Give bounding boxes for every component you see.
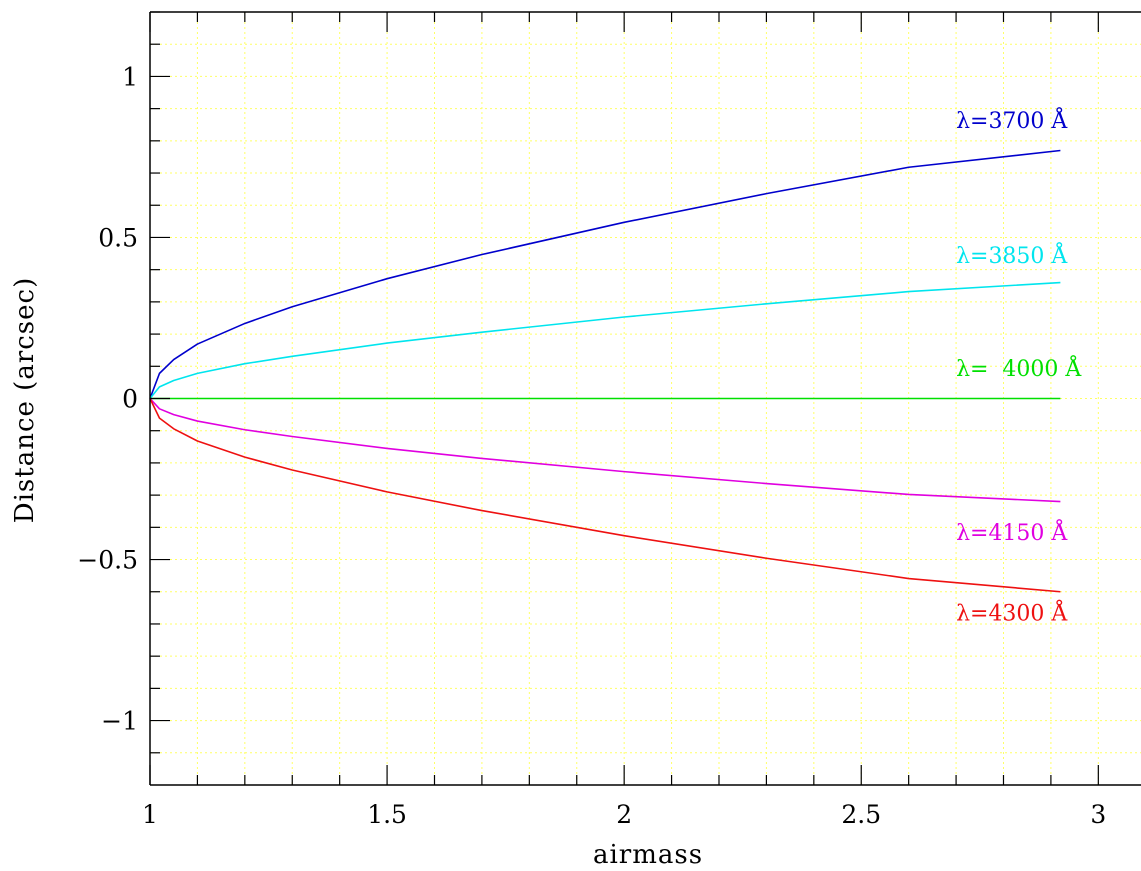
series-label-2: λ=3850 Å [956,241,1068,269]
series-line-2 [149,281,1061,400]
x-tick-label: 2 [616,800,632,829]
x-tick-label: 1.5 [367,800,407,829]
axis-ticks [149,11,1099,785]
y-tick-label: 1 [122,62,138,91]
y-tick-label: −1 [101,707,138,736]
series-label-1: λ=3700 Å [956,106,1068,134]
x-tick-label: 3 [1090,800,1106,829]
series-label-5: λ=4300 Å [956,599,1068,627]
x-tick-label: 1 [142,800,158,829]
tick-labels: 1 1.5 2 2.5 3 −1 −0.5 0 0.5 1 [77,62,1106,829]
y-tick-label: 0 [122,385,138,414]
series-label-4: λ=4150 Å [956,518,1068,546]
y-axis-title: Distance (arcsec) [10,277,40,523]
y-tick-label: −0.5 [77,546,138,575]
x-axis-title: airmass [593,840,703,870]
series-line-5 [149,398,1061,593]
y-tick-label: 0.5 [98,223,138,252]
series-labels: λ=3700 Å λ=3850 Å λ= 4000 Å λ=4150 Å λ=4300 … [956,106,1082,627]
series-line-4 [149,397,1061,503]
series-label-3: λ= 4000 Å [956,354,1082,382]
series-line-1 [149,149,1061,399]
x-tick-label: 2.5 [841,800,881,829]
series-lines [149,149,1061,593]
